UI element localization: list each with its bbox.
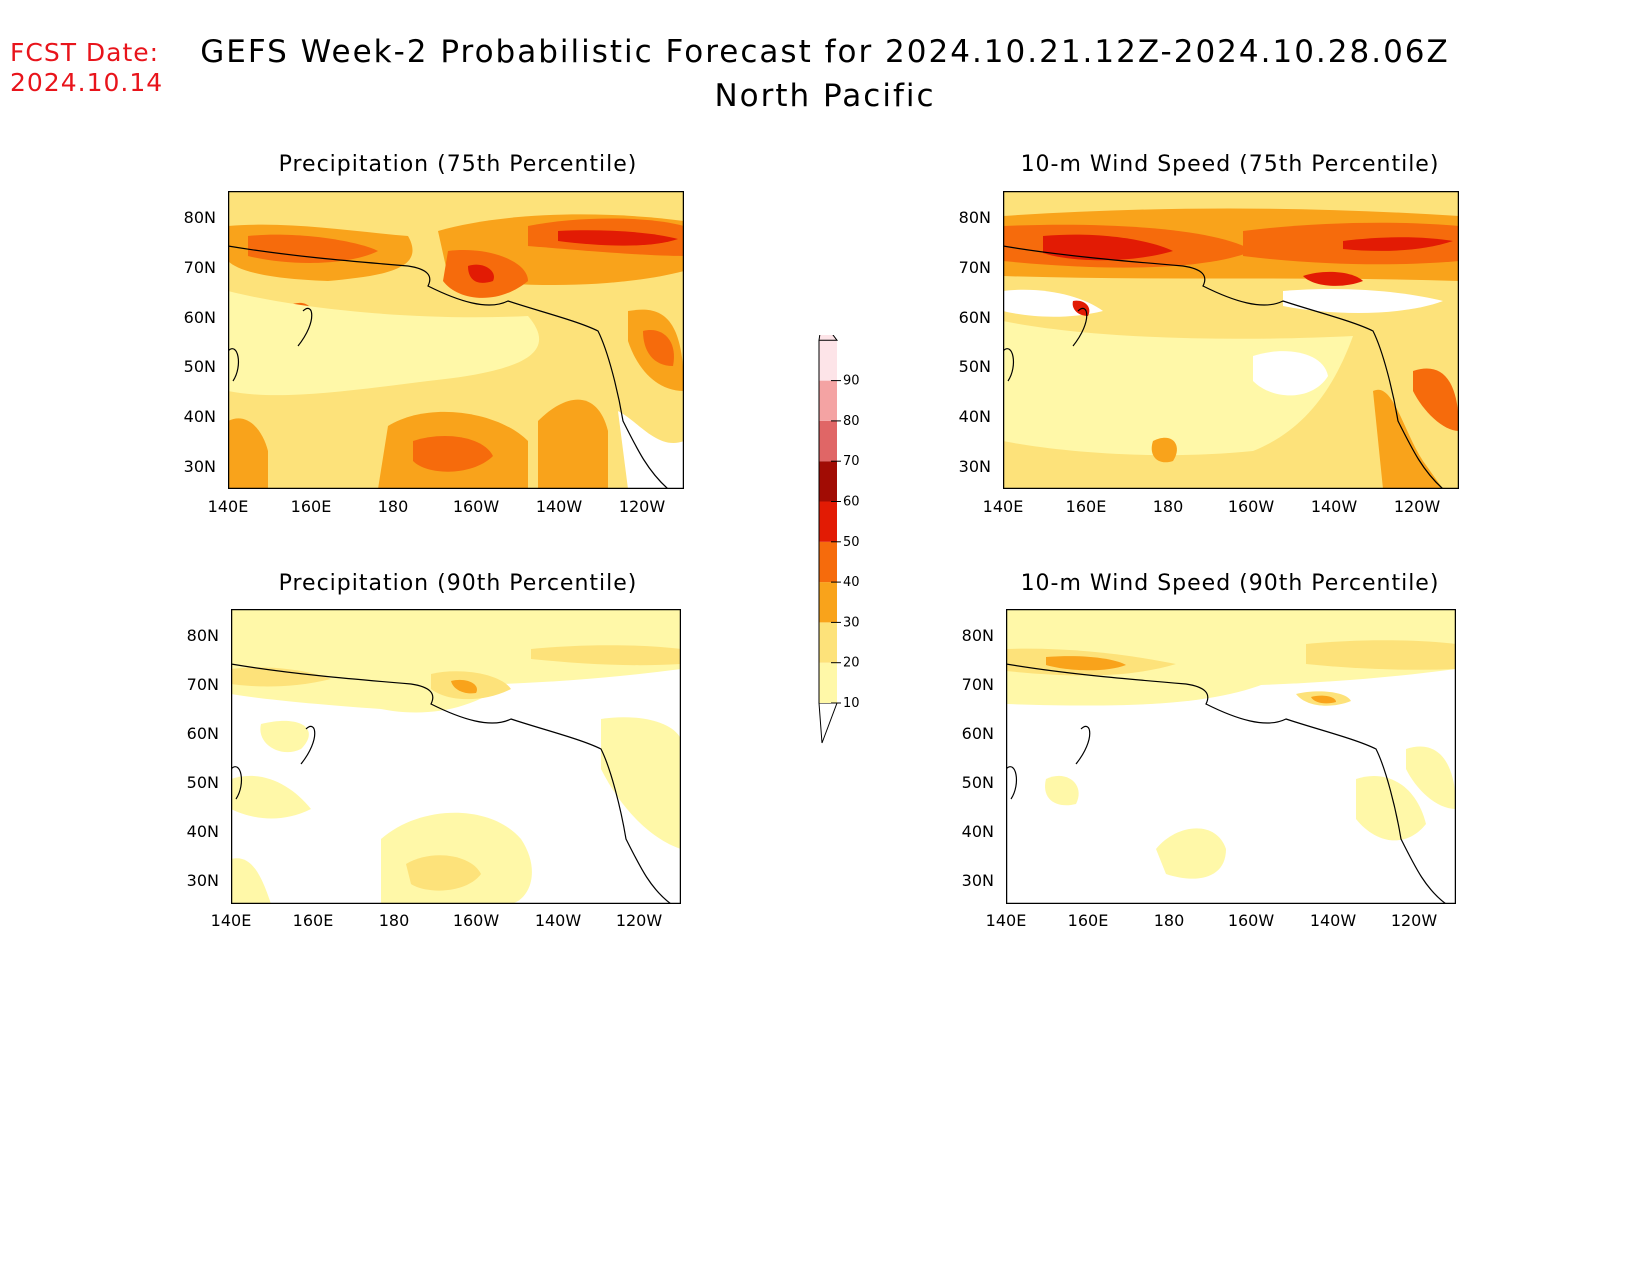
colorbar-label: 10 xyxy=(843,696,860,711)
p4-xtick: 160E xyxy=(1067,911,1109,930)
p3-xtick: 140E xyxy=(210,911,252,930)
p2-xtick: 140E xyxy=(982,497,1024,516)
main-title: GEFS Week-2 Probabilistic Forecast for 2… xyxy=(200,34,1450,70)
p1-xtick: 140W xyxy=(535,497,583,516)
p4-ytick: 70N xyxy=(961,675,994,694)
colorbar-swatch xyxy=(819,541,837,583)
p2-xtick: 180 xyxy=(1152,497,1184,516)
p3-ytick: 70N xyxy=(186,675,219,694)
p3-xtick: 160E xyxy=(292,911,334,930)
colorbar-label: 70 xyxy=(843,454,860,469)
colorbar-swatch xyxy=(819,461,837,502)
p1-ytick: 80N xyxy=(183,208,216,227)
wind75-coastline xyxy=(1002,245,1444,490)
p1-ytick: 60N xyxy=(183,308,216,327)
p4-ytick: 40N xyxy=(961,822,994,841)
colorbar-swatch xyxy=(819,340,837,381)
p1-ytick: 50N xyxy=(183,357,216,376)
colorbar-label: 20 xyxy=(843,656,860,671)
p3-ytick: 50N xyxy=(186,773,219,792)
colorbar-swatch xyxy=(819,582,837,623)
p2-xtick: 160W xyxy=(1227,497,1275,516)
p4-xtick: 160W xyxy=(1227,911,1275,930)
colorbar-label: 40 xyxy=(843,575,860,590)
colorbar-label: 50 xyxy=(843,535,860,550)
p4-xtick: 140E xyxy=(985,911,1027,930)
p2-ytick: 60N xyxy=(958,308,991,327)
panel-title-precip-75: Precipitation (75th Percentile) xyxy=(278,152,638,177)
p2-ytick: 70N xyxy=(958,258,991,277)
p3-ytick: 30N xyxy=(186,871,219,890)
panel-title-wind-90: 10-m Wind Speed (90th Percentile) xyxy=(1020,571,1440,596)
p2-ytick: 50N xyxy=(958,357,991,376)
p4-ytick: 80N xyxy=(961,626,994,645)
map-wind-75 xyxy=(1002,190,1460,493)
colorbar-bottom-cap xyxy=(818,702,838,744)
p2-ytick: 40N xyxy=(958,407,991,426)
p4-xtick: 180 xyxy=(1153,911,1185,930)
p1-ytick: 70N xyxy=(183,258,216,277)
map-wind-75-plot xyxy=(1002,190,1460,490)
p4-xtick: 120W xyxy=(1390,911,1438,930)
wind90-coastline xyxy=(1005,663,1447,905)
p4-xtick: 140W xyxy=(1309,911,1357,930)
p3-ytick: 80N xyxy=(186,626,219,645)
p1-ytick: 30N xyxy=(183,457,216,476)
p2-xtick: 140W xyxy=(1310,497,1358,516)
colorbar-swatch xyxy=(819,662,837,703)
p3-ytick: 40N xyxy=(186,822,219,841)
p2-xtick: 160E xyxy=(1065,497,1107,516)
map-precip-75 xyxy=(227,190,685,493)
figure-title: GEFS Week-2 Probabilistic Forecast for 2… xyxy=(165,30,1485,118)
p2-xtick: 120W xyxy=(1393,497,1441,516)
forecast-date-label: FCST Date: xyxy=(10,38,160,67)
colorbar-swatch xyxy=(819,380,837,421)
p1-xtick: 120W xyxy=(618,497,666,516)
p4-ytick: 60N xyxy=(961,724,994,743)
colorbar: 10 20 30 40 50 60 70 80 90 xyxy=(818,335,860,744)
p2-ytick: 80N xyxy=(958,208,991,227)
p1-xtick: 140E xyxy=(207,497,249,516)
map-wind-90-plot xyxy=(1005,608,1457,905)
colorbar-swatch xyxy=(819,501,837,542)
p1-ytick: 40N xyxy=(183,407,216,426)
colorbar-label: 60 xyxy=(843,495,860,510)
colorbar-label: 30 xyxy=(843,615,860,630)
map-precip-75-plot xyxy=(227,190,685,490)
colorbar-swatch xyxy=(819,622,837,663)
p3-xtick: 140W xyxy=(534,911,582,930)
panel-title-precip-90: Precipitation (90th Percentile) xyxy=(278,571,638,596)
precip90-coastline xyxy=(230,663,672,905)
p3-xtick: 160W xyxy=(452,911,500,930)
precip75-coastline xyxy=(227,245,669,490)
colorbar-label: 90 xyxy=(843,374,860,389)
p1-xtick: 160W xyxy=(452,497,500,516)
colorbar-label: 80 xyxy=(843,414,860,429)
p4-ytick: 50N xyxy=(961,773,994,792)
p3-ytick: 60N xyxy=(186,724,219,743)
colorbar-top-cap xyxy=(818,335,838,341)
panel-title-wind-75: 10-m Wind Speed (75th Percentile) xyxy=(1020,152,1440,177)
colorbar-swatch xyxy=(819,420,837,462)
p2-ytick: 30N xyxy=(958,457,991,476)
p3-xtick: 120W xyxy=(615,911,663,930)
map-precip-90-plot xyxy=(230,608,682,905)
forecast-date: FCST Date: 2024.10.14 xyxy=(10,38,163,98)
p1-xtick: 160E xyxy=(290,497,332,516)
region-subtitle: North Pacific xyxy=(714,78,936,114)
p4-ytick: 30N xyxy=(961,871,994,890)
map-wind-90 xyxy=(1005,608,1457,908)
p1-xtick: 180 xyxy=(377,497,409,516)
p3-xtick: 180 xyxy=(378,911,410,930)
forecast-date-value: 2024.10.14 xyxy=(10,68,164,97)
map-precip-90 xyxy=(230,608,682,908)
